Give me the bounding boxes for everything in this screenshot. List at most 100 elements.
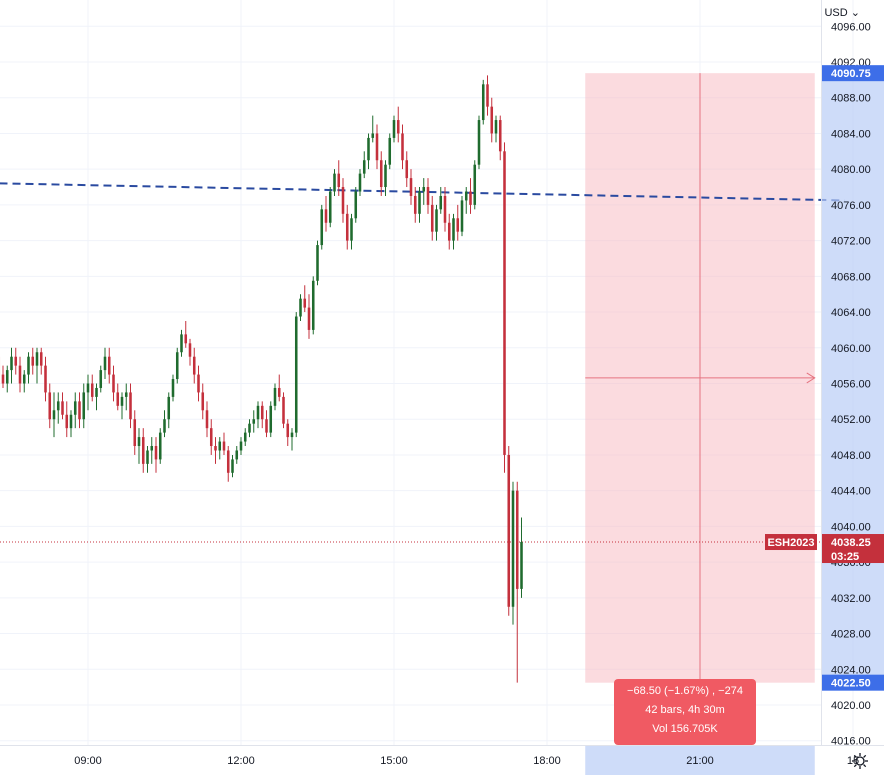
candle-74 (273, 383, 277, 411)
candle-114 (443, 187, 447, 232)
candle-66 (239, 437, 243, 455)
candle-75 (277, 374, 281, 402)
candle-60 (214, 437, 217, 464)
candle-130 (511, 481, 515, 625)
candle-99 (379, 151, 383, 196)
currency-selector[interactable]: USD ⌄ (824, 6, 860, 19)
price-tick-label: 4048.00 (831, 450, 871, 462)
symbol-label-box (765, 534, 817, 551)
candle-52 (180, 329, 183, 357)
candle-117 (456, 204, 460, 241)
candle-47 (158, 428, 162, 464)
measure-bars-duration: 42 bars, 4h 30m (645, 704, 725, 716)
candle-71 (260, 401, 264, 429)
price-tick-label: 4056.00 (831, 379, 871, 391)
candle-58 (205, 401, 209, 438)
gear-icon[interactable] (850, 751, 870, 771)
candle-78 (290, 428, 294, 451)
price-axis[interactable]: 4096.004092.004088.004084.004080.004076.… (831, 21, 871, 747)
candle-81 (303, 285, 307, 313)
candle-84 (316, 240, 319, 286)
candle-15 (22, 370, 26, 393)
time-tick-label: 21:00 (686, 755, 714, 767)
price-tick-label: 4064.00 (831, 307, 871, 319)
price-tick-label: 4044.00 (831, 486, 871, 498)
price-tick-label: 4072.00 (831, 236, 871, 248)
candle-113 (439, 187, 443, 214)
current-price-label-box (822, 534, 884, 564)
candle-109 (422, 178, 426, 205)
candlesticks (0, 75, 523, 683)
time-tick-label: 18:00 (533, 755, 561, 767)
price-tick-label: 4052.00 (831, 414, 871, 426)
candle-88 (333, 169, 336, 196)
candle-10 (1, 365, 5, 388)
price-tick-label: 4084.00 (831, 128, 871, 140)
candle-41 (133, 410, 137, 455)
candle-69 (252, 410, 256, 433)
candle-57 (201, 383, 205, 420)
price-tick-label: 4016.00 (831, 736, 871, 748)
candle-87 (328, 187, 332, 228)
candle-123 (481, 79, 485, 125)
candle-107 (413, 187, 417, 223)
candle-85 (320, 204, 324, 250)
candle-125 (490, 97, 494, 143)
candle-38 (120, 392, 124, 420)
range-guide-lines (585, 73, 816, 683)
time-axis[interactable]: 09:00 12:00 15:00 18:00 21:00 15 (74, 755, 859, 767)
candle-92 (350, 213, 353, 250)
candle-22 (52, 392, 56, 438)
candle-59 (209, 419, 213, 455)
candle-101 (388, 133, 392, 170)
price-tick-label: 4068.00 (831, 271, 871, 283)
candle-19 (39, 347, 43, 375)
candle-89 (337, 160, 341, 196)
candle-86 (324, 195, 328, 232)
candle-91 (345, 204, 349, 250)
candle-98 (375, 124, 379, 170)
candle-73 (269, 401, 273, 438)
price-tick-label: 4040.00 (831, 521, 871, 533)
candle-124 (486, 75, 489, 116)
current-price-label: 4038.25 (831, 537, 871, 549)
candle-119 (464, 187, 468, 214)
measure-volume: Vol 156.705K (652, 723, 718, 735)
candle-31 (90, 374, 94, 402)
candle-53 (184, 320, 188, 348)
candle-121 (473, 160, 477, 210)
countdown-label: 03:25 (831, 551, 859, 563)
candle-94 (358, 169, 362, 196)
candle-46 (154, 437, 158, 473)
range-top-price-label: 4090.75 (831, 68, 871, 80)
candle-95 (362, 151, 366, 179)
candle-67 (243, 428, 247, 447)
candle-93 (354, 187, 358, 223)
trend-line[interactable] (0, 182, 845, 202)
candle-104 (401, 124, 404, 170)
candle-122 (477, 115, 481, 170)
candle-102 (392, 115, 396, 143)
range-top-price-label-box (822, 65, 884, 82)
candle-28 (78, 392, 81, 429)
candle-13 (14, 347, 18, 375)
candle-65 (235, 446, 239, 464)
currency-label: USD (824, 7, 848, 19)
time-tick-label: 09:00 (74, 755, 102, 767)
candle-27 (73, 392, 77, 429)
candle-43 (141, 428, 145, 473)
candle-51 (175, 347, 179, 384)
price-tick-label: 4060.00 (831, 343, 871, 355)
candle-25 (65, 401, 69, 438)
price-tick-label: 4028.00 (831, 629, 871, 641)
candle-72 (265, 410, 268, 438)
candle-26 (69, 410, 73, 438)
candle-35 (107, 347, 111, 384)
candle-20 (44, 356, 47, 402)
price-tick-label: 4080.00 (831, 164, 871, 176)
candle-23 (56, 392, 60, 424)
range-arrow-head (806, 372, 816, 384)
candle-126 (494, 115, 498, 143)
symbol-label: ESH2023 (767, 537, 814, 549)
